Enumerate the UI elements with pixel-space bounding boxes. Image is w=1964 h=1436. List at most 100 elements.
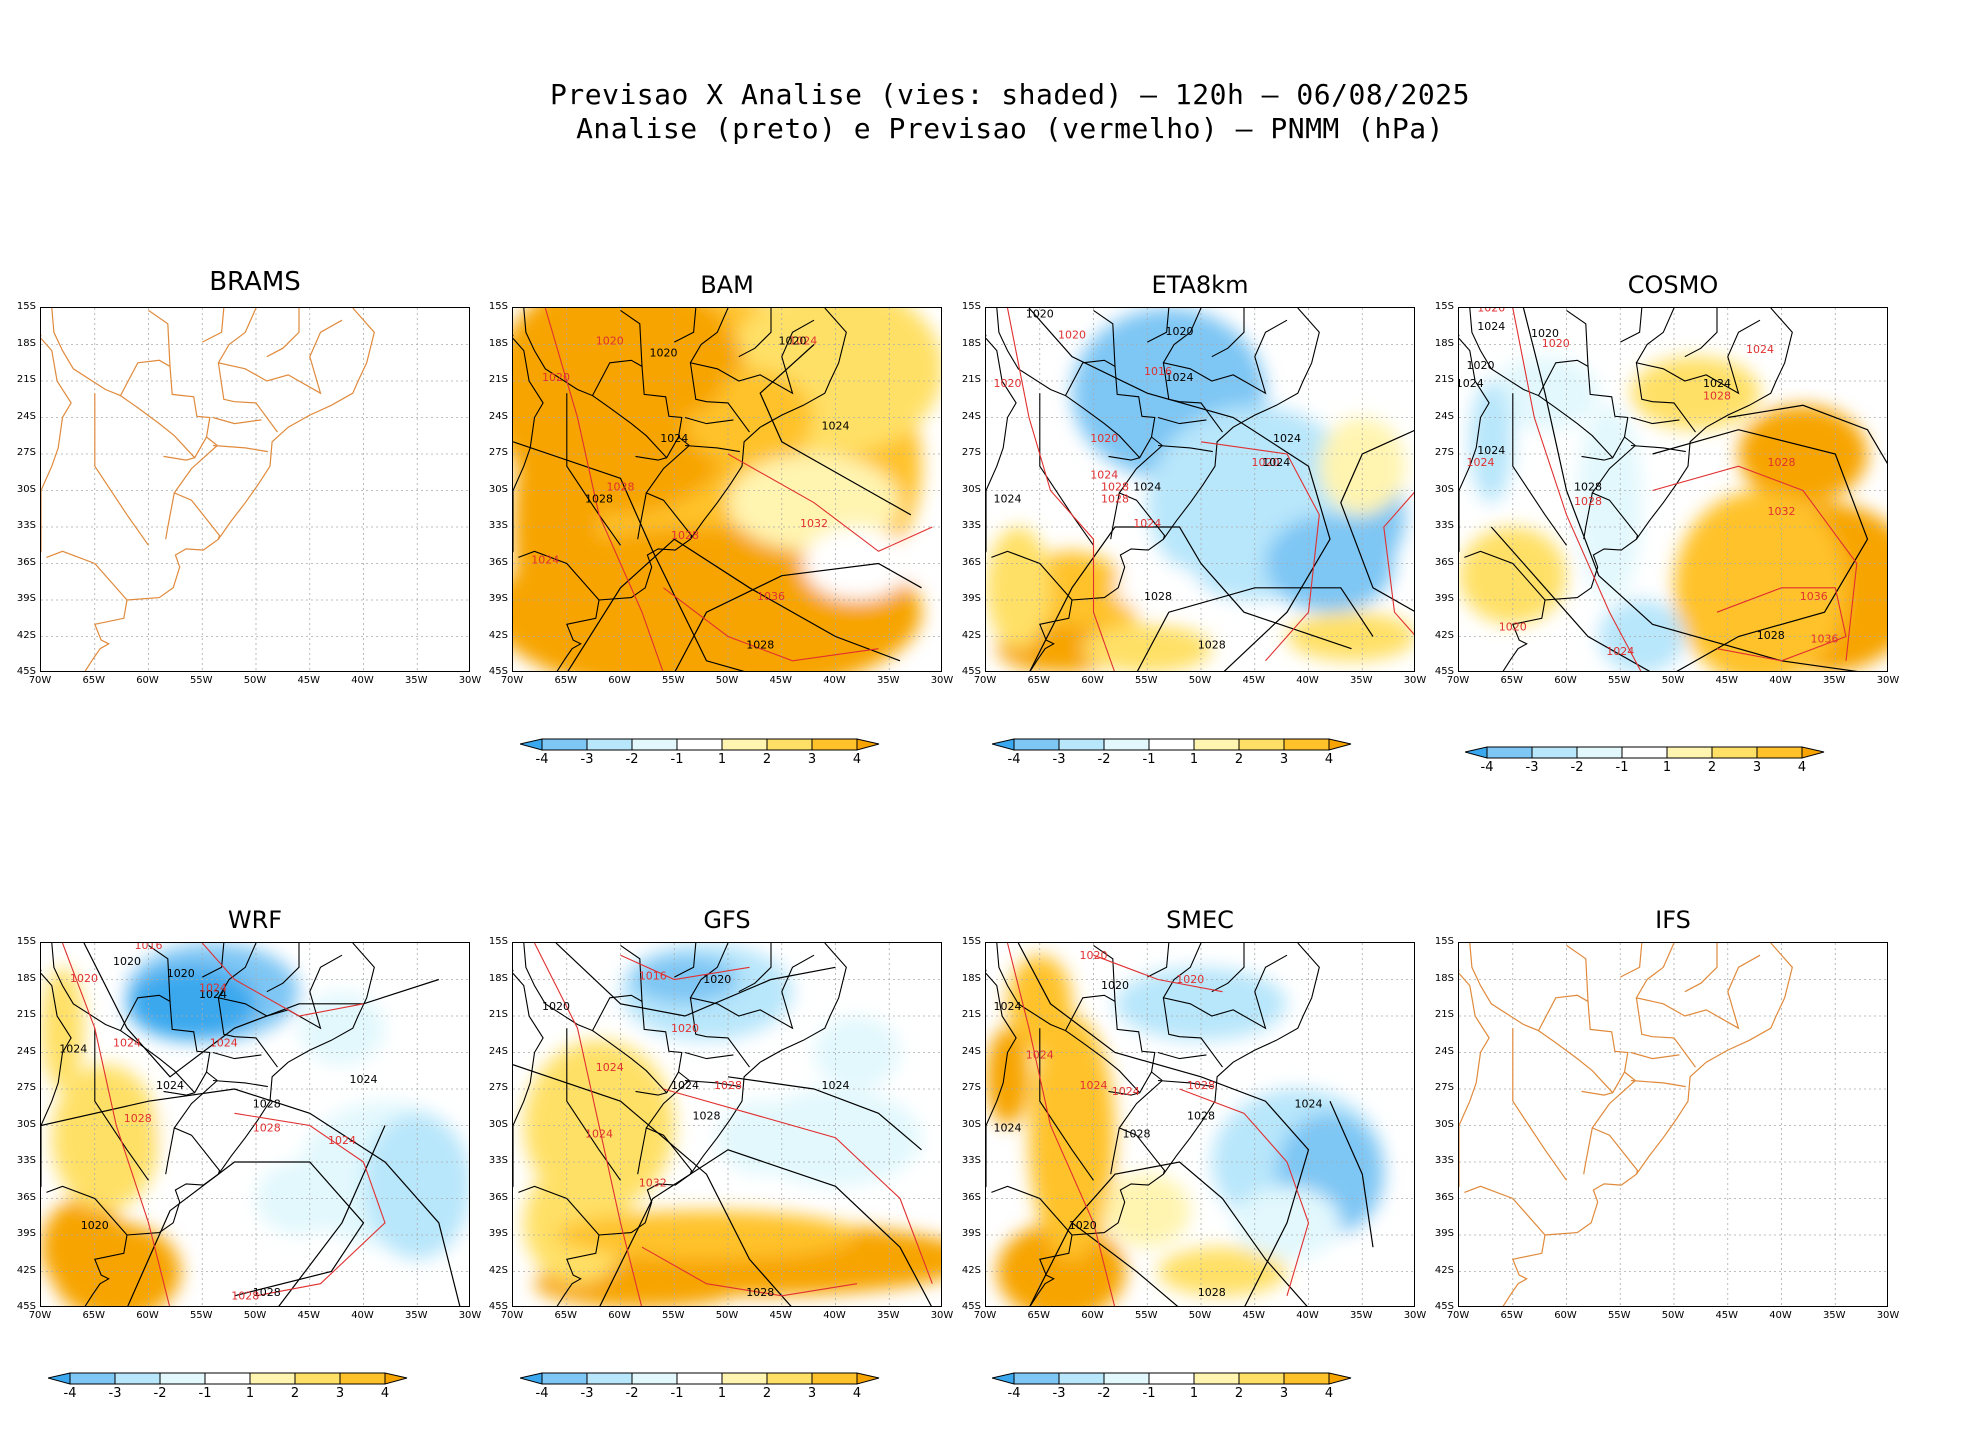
contour-label: 1024 <box>671 1079 699 1092</box>
lon-tick-label: 40W <box>1769 1310 1792 1321</box>
lon-tick-label: 40W <box>351 675 374 686</box>
lat-tick-label: 39S <box>961 1228 981 1239</box>
lat-tick-label: 30S <box>16 483 36 495</box>
colorbar-label: -4 <box>1007 1386 1021 1401</box>
figure-title-line1: Previsao X Analise (vies: shaded) – 120h… <box>550 78 1470 111</box>
coast-border-line <box>217 997 278 1068</box>
coast-border-line <box>1620 943 1643 978</box>
panel-wrf: WRF 1016 1020 1020 1020 1024 1024 1024 1024 1024 1… <box>17 906 481 1322</box>
coast-border-line <box>120 366 211 459</box>
lat-tick-label: 15S <box>16 301 36 312</box>
coast-border-line <box>1151 436 1163 446</box>
lat-tick-label: 18S <box>1434 972 1454 984</box>
coast-border-line <box>523 943 643 1032</box>
map-frame: 1020 1024 1028 1024 1028 1032 1036 1028 1020 1020… <box>512 307 942 672</box>
colorbar-label: -3 <box>1052 1386 1066 1401</box>
colorbar-min-arrow <box>48 1372 71 1385</box>
coast-border-line <box>41 338 72 553</box>
lon-tick-label: 65W <box>554 1310 578 1321</box>
contour-label: 1020 <box>671 1022 699 1035</box>
analysis-isobar <box>1136 587 1374 671</box>
coast-border-line <box>1147 943 1170 978</box>
map-plot <box>41 308 469 671</box>
colorbar-segment <box>1576 746 1623 759</box>
lat-tick-label: 24S <box>488 1045 508 1057</box>
coast-border-line <box>1581 1090 1613 1096</box>
colorbar-segment <box>1193 1372 1240 1385</box>
contour-label: 1020 <box>1499 620 1527 633</box>
colorbar-segment <box>114 1372 161 1385</box>
lon-tick-label: 50W <box>1188 1310 1212 1321</box>
coast-border-line <box>1162 943 1288 1030</box>
contour-label: 1020 <box>703 973 731 986</box>
coast-border-line <box>1583 1127 1593 1175</box>
lon-tick-label: 35W <box>1822 1310 1846 1321</box>
coast-border-line <box>206 1071 218 1081</box>
coast-border-line <box>637 1127 647 1175</box>
contour-label: 1032 <box>1768 505 1796 518</box>
colorbar-segment <box>1193 738 1240 751</box>
colorbar-min-arrow <box>992 738 1015 751</box>
forecast-isobar <box>1512 308 1642 671</box>
lat-tick-label: 27S <box>488 1082 508 1093</box>
colorbar-label: 4 <box>1324 1386 1334 1401</box>
colorbar-segment <box>294 1372 341 1385</box>
coast-border-line <box>674 943 697 978</box>
colorbar-label: 2 <box>1707 760 1717 775</box>
colorbar-segment <box>1058 738 1105 751</box>
contour-label: 1028 <box>746 1286 774 1299</box>
coast-border-line <box>84 308 375 671</box>
lat-tick-label: 39S <box>488 593 508 604</box>
lon-tick-label: 70W <box>28 1310 52 1321</box>
colorbar-segment <box>1148 1372 1195 1385</box>
colorbar-segment <box>1238 1372 1285 1385</box>
coast-border-line <box>1108 1090 1140 1096</box>
forecast-isobar <box>234 1112 386 1297</box>
colorbar-max-arrow <box>384 1372 408 1385</box>
coast-border-line <box>212 416 262 425</box>
coast-border-line <box>518 1185 600 1236</box>
lat-tick-label: 24S <box>961 1045 981 1057</box>
contour-label: 1020 <box>113 955 141 968</box>
contour-label: 1020 <box>1090 432 1118 445</box>
lat-tick-label: 18S <box>16 972 36 984</box>
colorbar-label: -1 <box>670 1386 684 1401</box>
lon-tick-label: 55W <box>1134 675 1158 686</box>
coast-border-line <box>266 943 300 993</box>
lat-tick-label: 36S <box>488 556 508 568</box>
lon-tick-label: 35W <box>1349 675 1373 686</box>
colorbar-segment <box>339 1372 386 1385</box>
colorbar-segment <box>159 1372 206 1385</box>
analysis-isobar <box>278 1125 386 1306</box>
colorbar-segment <box>1531 746 1578 759</box>
coast-border-line <box>1635 943 1761 1030</box>
lat-tick-label: 36S <box>488 1191 508 1203</box>
coast-border-line <box>566 1028 621 1181</box>
analysis-isobar <box>513 441 745 671</box>
forecast-isobar <box>1006 943 1116 1306</box>
colorbar-segment <box>721 738 768 751</box>
lon-tick-label: 40W <box>823 675 846 686</box>
panel-title: SMEC <box>1166 906 1234 934</box>
lat-tick-label: 15S <box>488 301 508 312</box>
lon-tick-label: 65W <box>1500 675 1524 686</box>
contour-label: 1024 <box>1112 1085 1140 1098</box>
lat-tick-label: 30S <box>961 483 981 495</box>
lat-tick-label: 15S <box>488 936 508 947</box>
map-frame: 1020 1020 1020 1020 1024 1016 1024 1024 1020 1024… <box>985 307 1415 672</box>
contour-label: 1028 <box>1101 493 1129 506</box>
lat-tick-label: 30S <box>961 1118 981 1130</box>
contour-label: 1024 <box>350 1073 378 1086</box>
lat-tick-label: 39S <box>1434 593 1454 604</box>
lat-tick-label: 30S <box>488 1118 508 1130</box>
coast-border-line <box>1630 444 1686 453</box>
lat-tick-label: 15S <box>1434 301 1454 312</box>
lat-tick-label: 21S <box>16 374 36 385</box>
coast-border-line <box>1162 308 1288 395</box>
forecast-isobar <box>1093 954 1223 993</box>
colorbar-label: 1 <box>717 752 727 767</box>
contour-label: 1028 <box>253 1097 281 1110</box>
coast-border-line <box>212 1079 268 1088</box>
contour-label: 1024 <box>1459 377 1484 390</box>
map-plot: 1020102410281024102810321036102810201020… <box>513 308 941 671</box>
